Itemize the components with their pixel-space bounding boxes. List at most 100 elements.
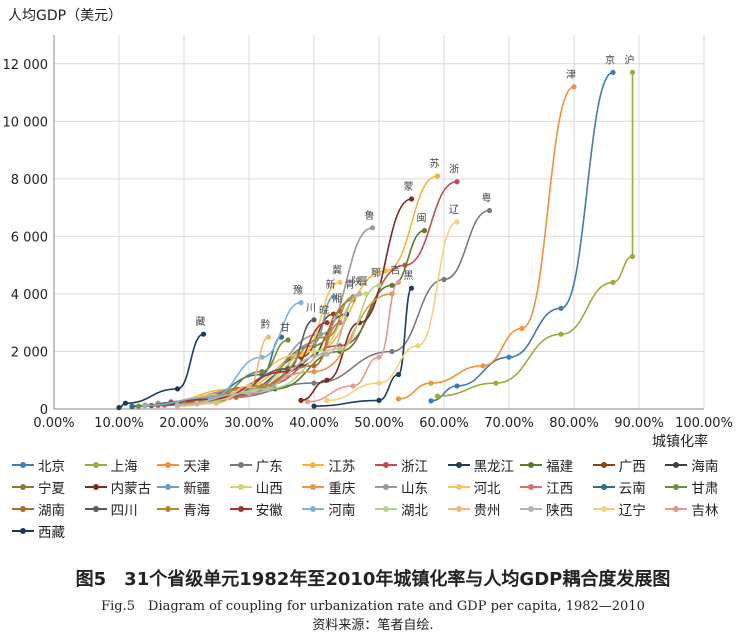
- legend-item: 江西: [520, 478, 593, 497]
- legend-item: 内蒙古: [84, 478, 158, 497]
- legend: 北京 上海 天津 广东 江苏 浙江 黑龙江 福建 广西 海南 宁夏 内蒙古 新疆 山西 重庆 山东 河北 江西 云南…: [12, 456, 738, 541]
- series-end-label: 黔: [261, 318, 271, 331]
- legend-item: 重庆: [302, 478, 375, 497]
- legend-swatch: [157, 460, 180, 470]
- data-point-陕西: [246, 390, 252, 396]
- legend-label: 新疆: [183, 481, 211, 497]
- legend-label: 湖南: [38, 503, 65, 519]
- data-point-北京: [454, 383, 460, 389]
- series-end-label: 皖: [319, 304, 329, 317]
- series-end-label: 甘: [280, 321, 290, 334]
- data-point-广东: [389, 348, 395, 355]
- series-end-label: 粤: [482, 192, 492, 205]
- legend-item: 山东: [374, 478, 448, 497]
- legend-item: 北京: [12, 456, 85, 475]
- legend-label: 黑龙江: [473, 459, 515, 475]
- data-point-云南: [129, 403, 135, 409]
- chart: 0.00% 10.00% 20.00% 30.00% 40.00% 50.00% 60.00…: [3, 8, 733, 450]
- legend-item: 贵州: [447, 500, 521, 519]
- legend-swatch: [592, 482, 615, 492]
- legend-swatch: [12, 460, 34, 470]
- data-point-广东: [441, 276, 447, 283]
- series-end-label: 晋: [358, 276, 368, 288]
- legend-swatch: [302, 504, 325, 514]
- legend-swatch: [374, 504, 397, 514]
- legend-item: 湖北: [374, 500, 448, 519]
- x-tick-label: 0.00%: [33, 416, 74, 431]
- legend-item: 湖南: [12, 500, 85, 519]
- data-point-山东: [317, 331, 324, 337]
- legend-item: 云南: [592, 478, 666, 497]
- legend-swatch: [157, 482, 180, 492]
- data-point-甘肃: [259, 369, 265, 375]
- data-point-西藏: [200, 331, 207, 337]
- series-end-label: 沪: [625, 53, 635, 66]
- data-point-湖北: [337, 346, 343, 352]
- data-point-天津: [428, 380, 434, 386]
- series-end-label: 辽: [449, 204, 459, 216]
- data-point-辽宁: [376, 380, 382, 386]
- data-point-黑龙江: [376, 397, 382, 403]
- series-line-青海: [183, 296, 354, 404]
- data-point-河北: [337, 279, 343, 285]
- legend-swatch: [157, 504, 180, 514]
- series-end-label: 闽: [417, 212, 427, 225]
- data-point-上海: [434, 393, 441, 399]
- data-point-贵州: [246, 383, 252, 389]
- legend-swatch: [302, 460, 325, 470]
- data-point-吉林: [304, 399, 311, 405]
- y-axis-label: 人均GDP（美元）: [8, 8, 122, 24]
- legend-swatch: [229, 460, 252, 470]
- data-point-上海: [558, 331, 564, 337]
- data-point-北京: [506, 354, 512, 360]
- legend-item: 宁夏: [12, 478, 85, 497]
- legend-item: 陕西: [520, 500, 593, 519]
- data-point-云南: [278, 334, 285, 340]
- figure-title: 图5 31个省级单元1982年至2010年城镇化率与人均GDP耦合度发展图: [75, 569, 671, 590]
- legend-label: 青海: [183, 503, 211, 519]
- x-tick-label: 50.00%: [354, 416, 404, 431]
- legend-item: 吉林: [665, 500, 738, 519]
- legend-label: 浙江: [400, 459, 428, 475]
- series-line-陕西: [177, 293, 360, 406]
- data-point-西藏: [122, 400, 129, 406]
- legend-swatch: [84, 460, 107, 470]
- x-tick-label: 100.00%: [675, 416, 733, 431]
- legend-item: 新疆: [157, 478, 230, 497]
- data-point-天津: [519, 325, 525, 331]
- data-point-新疆: [330, 294, 337, 300]
- y-tick-label: 0: [40, 403, 48, 418]
- data-point-山西: [311, 348, 317, 355]
- data-point-甘肃: [285, 337, 291, 343]
- x-tick-label: 20.00%: [159, 416, 209, 431]
- series-line-辽宁: [326, 221, 458, 402]
- legend-item: 青海: [157, 500, 230, 519]
- legend-item: 山西: [229, 478, 303, 497]
- data-point-西藏: [174, 386, 181, 392]
- data-point-青海: [324, 334, 330, 340]
- legend-label: 内蒙古: [110, 481, 152, 497]
- data-point-内蒙古: [324, 377, 330, 383]
- legend-label: 辽宁: [618, 503, 646, 519]
- data-point-山东: [369, 225, 376, 231]
- legend-swatch: [520, 504, 543, 514]
- legend-label: 宁夏: [38, 481, 65, 497]
- legend-item: 福建: [520, 456, 593, 475]
- data-point-重庆: [311, 369, 317, 375]
- x-tick-label: 30.00%: [224, 416, 274, 431]
- legend-label: 吉林: [691, 503, 719, 519]
- data-point-吉林: [376, 354, 382, 360]
- legend-label: 西藏: [38, 525, 65, 541]
- series-end-label: 新: [326, 278, 336, 291]
- series-end-label: 黑: [404, 270, 414, 282]
- legend-item: 黑龙江: [447, 456, 521, 475]
- legend-label: 江苏: [328, 459, 356, 475]
- data-point-上海: [610, 279, 616, 285]
- y-tick-label: 10 000: [3, 115, 49, 130]
- data-point-陕西: [324, 351, 330, 357]
- legend-item: 四川: [84, 500, 158, 519]
- legend-label: 山西: [255, 481, 283, 497]
- legend-item: 海南: [665, 456, 738, 475]
- data-point-天津: [395, 396, 402, 402]
- series-labels: 京沪津粤 苏浙黑 闽 蒙新 晋 鲁冀甘 湘川 青皖 豫 鄂黔 陕 辽吉藏: [196, 53, 635, 334]
